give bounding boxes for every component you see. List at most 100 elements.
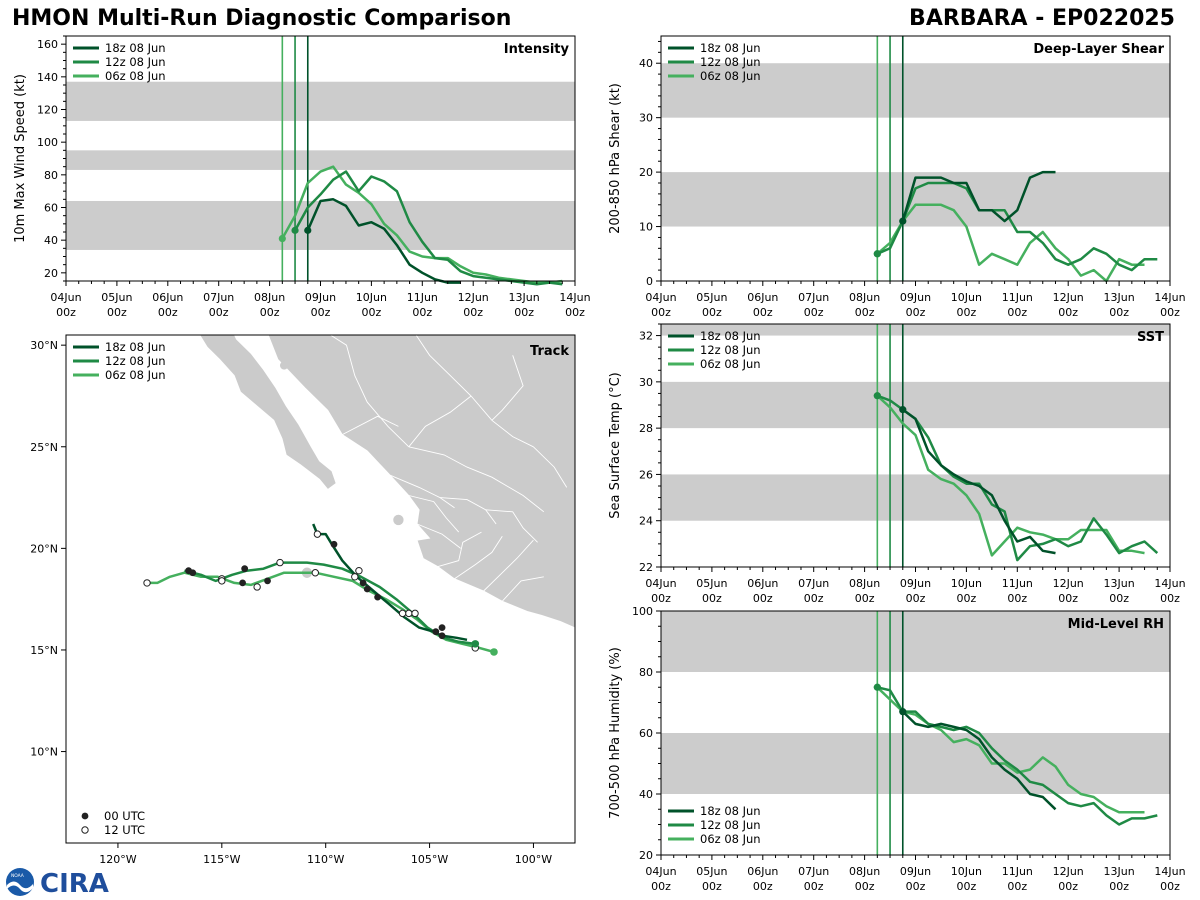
x-tick-sublabel: 00z — [1109, 306, 1129, 319]
state-border — [342, 415, 399, 435]
y-tick-label: 60 — [44, 202, 58, 215]
x-tick-sublabel: 00z — [753, 880, 773, 893]
x-tick-label: 09Jun — [900, 291, 931, 304]
legend-label: 06z 08 Jun — [105, 368, 166, 382]
series-start-point — [278, 234, 286, 243]
x-tick-sublabel: 00z — [158, 306, 178, 319]
y-tick-label: 10 — [639, 221, 653, 234]
track-point-12utc — [276, 558, 284, 567]
x-tick-sublabel: 00z — [957, 880, 977, 893]
state-border — [485, 509, 538, 543]
x-tick-label: 105°W — [411, 853, 448, 866]
legend-label: 12z 08 Jun — [700, 818, 761, 832]
x-tick-label: 10Jun — [951, 865, 982, 878]
track-point-12utc — [253, 583, 261, 591]
x-tick-sublabel: 00z — [362, 306, 382, 319]
panel-title: SST — [1137, 330, 1164, 345]
x-tick-label: 04Jun — [645, 865, 676, 878]
legend-label: 06z 08 Jun — [700, 357, 761, 371]
legend-marker-12utc — [81, 826, 89, 834]
x-tick-label: 08Jun — [849, 291, 880, 304]
series-line — [901, 170, 1056, 223]
series-start-point — [899, 217, 907, 225]
state-border — [408, 395, 472, 448]
x-tick-sublabel: 00z — [702, 880, 722, 893]
legend-label: 00 UTC — [104, 809, 145, 823]
series-start-point — [899, 406, 907, 414]
y-tick-label: 15°N — [30, 644, 58, 657]
y-axis-label: Sea Surface Temp (°C) — [608, 372, 623, 519]
series-line — [306, 198, 461, 284]
x-tick-label: 13Jun — [1104, 577, 1135, 590]
state-border — [501, 576, 544, 602]
x-tick-label: 10Jun — [951, 577, 982, 590]
noaa-emblem-icon — [6, 868, 34, 896]
x-tick-sublabel: 00z — [1007, 592, 1027, 605]
x-tick-label: 11Jun — [407, 291, 438, 304]
series-start-point — [873, 250, 881, 258]
x-tick-label: 12Jun — [458, 291, 489, 304]
x-tick-label: 13Jun — [1104, 865, 1135, 878]
track-start-point — [471, 640, 480, 648]
y-tick-label: 80 — [44, 169, 58, 182]
x-tick-label: 06Jun — [152, 291, 183, 304]
y-tick-label: 30 — [639, 112, 653, 125]
y-tick-label: 80 — [639, 666, 653, 679]
x-tick-label: 09Jun — [900, 865, 931, 878]
state-border — [491, 355, 524, 421]
x-tick-label: 13Jun — [1104, 291, 1135, 304]
series-start-point — [873, 392, 881, 400]
y-tick-label: 20°N — [30, 542, 58, 555]
y-tick-label: 20 — [639, 849, 653, 862]
noaa-wave-icon — [7, 881, 33, 893]
legend-label: 18z 08 Jun — [700, 329, 761, 343]
cira-logo-text: CIRA — [40, 869, 109, 898]
y-tick-label: 100 — [37, 136, 58, 149]
y-axis-label: 10m Max Wind Speed (kt) — [13, 74, 28, 243]
x-tick-label: 11Jun — [1002, 577, 1033, 590]
x-tick-label: 115°W — [203, 853, 240, 866]
legend-label: 06z 08 Jun — [105, 69, 166, 83]
x-tick-sublabel: 00z — [463, 306, 483, 319]
y-tick-label: 28 — [639, 422, 653, 435]
track-point-00utc — [363, 585, 371, 593]
threshold-band — [66, 150, 575, 170]
track-point-00utc — [264, 577, 271, 585]
legend-label: 12z 08 Jun — [700, 343, 761, 357]
x-tick-sublabel: 00z — [651, 592, 671, 605]
x-tick-label: 04Jun — [645, 577, 676, 590]
state-border — [483, 539, 534, 592]
land-baja — [199, 335, 337, 490]
threshold-band — [66, 81, 575, 121]
x-tick-sublabel: 00z — [514, 306, 534, 319]
x-tick-label: 06Jun — [747, 577, 778, 590]
track-point-00utc — [374, 593, 382, 601]
x-tick-sublabel: 00z — [906, 880, 926, 893]
series-line — [294, 170, 563, 286]
cira-logo: NOAA CIRA — [6, 868, 109, 898]
track-line — [147, 571, 495, 654]
x-tick-label: 05Jun — [101, 291, 132, 304]
series-line — [901, 710, 1057, 811]
x-tick-label: 10Jun — [951, 291, 982, 304]
land-mainland — [267, 335, 575, 629]
x-tick-sublabel: 00z — [1160, 306, 1180, 319]
x-tick-sublabel: 00z — [1007, 306, 1027, 319]
x-tick-label: 12Jun — [1053, 865, 1084, 878]
x-tick-label: 04Jun — [50, 291, 81, 304]
y-axis-label: 700-500 hPa Humidity (%) — [608, 647, 623, 819]
series-line — [876, 394, 1159, 562]
x-tick-sublabel: 00z — [209, 306, 229, 319]
x-tick-sublabel: 00z — [651, 306, 671, 319]
track-point-12utc — [143, 579, 151, 587]
y-tick-label: 160 — [37, 38, 58, 51]
x-tick-sublabel: 00z — [107, 306, 127, 319]
noaa-emblem-text: NOAA — [11, 873, 24, 879]
y-tick-label: 32 — [639, 330, 653, 343]
track-point-12utc — [313, 530, 322, 538]
x-tick-label: 06Jun — [747, 291, 778, 304]
y-tick-label: 25°N — [30, 441, 58, 454]
x-tick-sublabel: 00z — [1109, 880, 1129, 893]
series-start-point — [304, 226, 312, 234]
